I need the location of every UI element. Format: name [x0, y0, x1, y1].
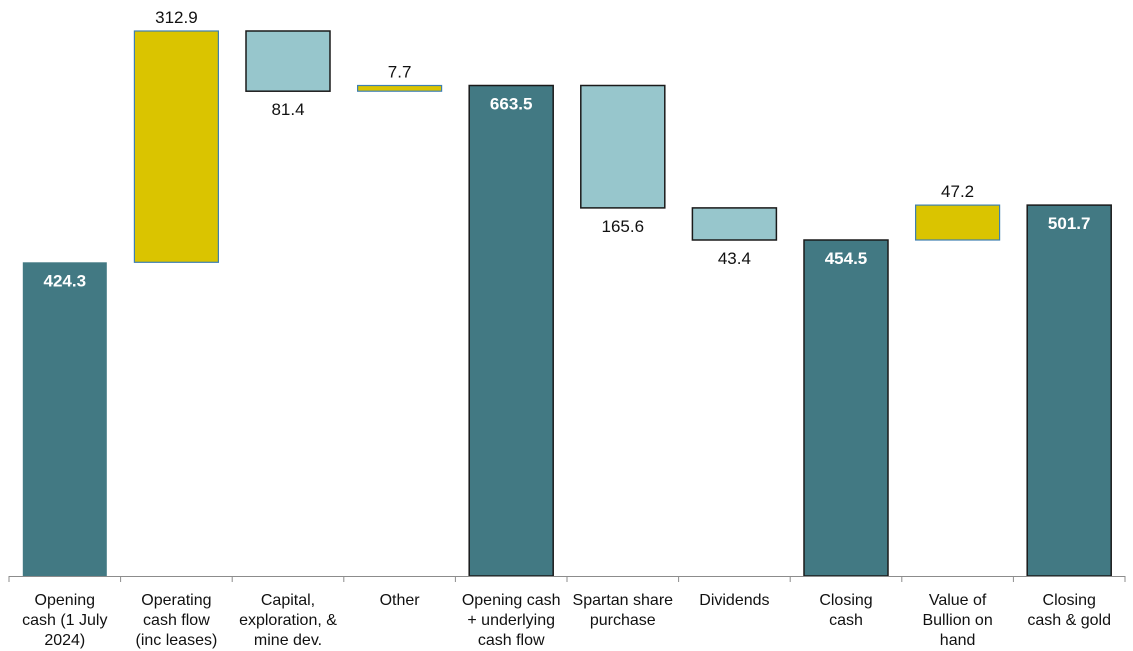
category-label-3: Capital, exploration, & mine dev.	[239, 592, 337, 649]
bar-increase-4	[357, 84, 443, 92]
category-label-1: Opening cash (1 July 2024)	[22, 592, 107, 649]
data-label-3: 81.4	[271, 100, 304, 119]
category-label-4: Other	[380, 592, 421, 609]
category-label-line: + underlying	[467, 612, 555, 629]
category-label-line: cash flow	[143, 612, 210, 629]
data-label-5: 663.5	[490, 95, 533, 114]
category-label-line: (inc leases)	[135, 632, 217, 649]
bar-decrease-6	[580, 84, 666, 209]
category-label-line: Opening cash	[462, 592, 561, 609]
bar-decrease-7	[691, 207, 778, 241]
data-label-9: 47.2	[941, 182, 974, 201]
bar-decrease-3	[245, 30, 331, 92]
category-label-line: Other	[380, 592, 421, 609]
data-label-7: 43.4	[718, 249, 751, 268]
category-label-line: purchase	[590, 612, 656, 629]
data-label-1: 424.3	[44, 271, 87, 290]
category-label-8: Closing cash	[819, 592, 872, 629]
category-label-10: Closing cash & gold	[1027, 592, 1111, 629]
bars-layer	[22, 30, 1112, 577]
bar-increase-9	[914, 204, 1001, 241]
x-axis: Opening cash (1 July 2024) Operating cash fl…	[8, 576, 1126, 649]
category-label-line: Capital,	[261, 592, 315, 609]
category-label-line: Operating	[141, 592, 211, 609]
bar-total-1	[22, 262, 107, 576]
category-label-line: Closing	[1043, 592, 1096, 609]
bar-increase-2	[133, 30, 219, 263]
category-label-line: cash flow	[478, 632, 545, 649]
category-label-line: exploration, &	[239, 612, 337, 629]
value-labels-layer: 424.3 312.9 81.4 7.7 663.5 165.6 43.4 454.5 47.2…	[44, 8, 1091, 290]
category-label-5: Opening cash + underlying cash flow	[462, 592, 561, 649]
category-label-6: Spartan share purchase	[573, 592, 674, 629]
bar-total-5	[468, 84, 554, 577]
category-label-7: Dividends	[699, 592, 769, 609]
category-label-line: mine dev.	[254, 632, 322, 649]
category-label-line: cash & gold	[1027, 612, 1111, 629]
category-label-line: Closing	[819, 592, 872, 609]
data-label-8: 454.5	[825, 249, 868, 268]
bar-total-10	[1026, 204, 1112, 577]
data-label-4: 7.7	[388, 63, 412, 82]
data-label-10: 501.7	[1048, 214, 1091, 233]
category-label-2: Operating cash flow (inc leases)	[135, 592, 217, 649]
data-label-2: 312.9	[155, 8, 198, 27]
category-label-line: Spartan share	[573, 592, 674, 609]
category-label-line: hand	[940, 632, 976, 649]
category-label-line: 2024)	[44, 632, 85, 649]
data-label-6: 165.6	[602, 217, 645, 236]
category-label-line: Bullion on	[922, 612, 992, 629]
category-label-9: Value of Bullion on hand	[922, 592, 992, 649]
category-label-line: Opening	[35, 592, 96, 609]
bar-total-8	[803, 239, 889, 577]
category-label-line: cash	[829, 612, 863, 629]
category-label-line: Dividends	[699, 592, 769, 609]
category-label-line: cash (1 July	[22, 612, 107, 629]
category-label-line: Value of	[929, 592, 987, 609]
